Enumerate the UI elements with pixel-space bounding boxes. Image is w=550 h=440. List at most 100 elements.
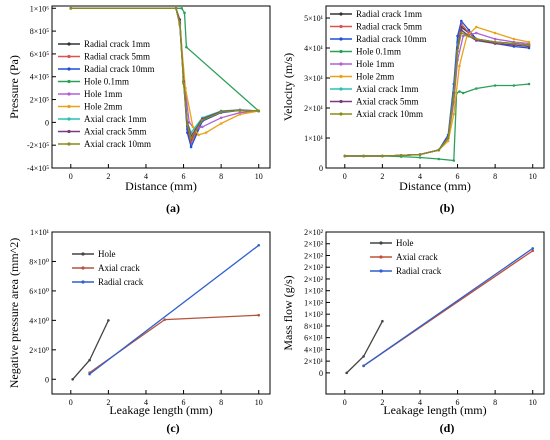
x-tick-label: 2 bbox=[380, 172, 384, 181]
x-tick-label: 0 bbox=[69, 172, 73, 181]
legend-marker bbox=[339, 24, 343, 29]
x-tick-label: 4 bbox=[144, 172, 148, 181]
legend-marker bbox=[67, 104, 71, 109]
data-point bbox=[493, 37, 497, 41]
data-point bbox=[189, 137, 193, 140]
data-point bbox=[437, 157, 441, 161]
y-axis-label: Negative pressure area (mm^2) bbox=[7, 238, 21, 389]
data-point bbox=[512, 84, 516, 87]
legend-label: Hole 0.1mm bbox=[356, 47, 401, 57]
data-point bbox=[257, 243, 261, 247]
data-point bbox=[180, 6, 183, 10]
y-tick-label: 1×10⁶ bbox=[30, 4, 50, 13]
x-axis-label: Leakage length (mm) bbox=[109, 403, 212, 417]
y-tick-label: 4×10¹ bbox=[304, 44, 324, 53]
legend-label: Radial crack 5mm bbox=[84, 52, 150, 62]
data-point bbox=[446, 136, 450, 140]
legend-label: Radial crack bbox=[98, 277, 144, 287]
data-point bbox=[88, 372, 91, 376]
x-tick-label: 8 bbox=[219, 398, 223, 407]
legend-marker bbox=[339, 62, 343, 66]
x-tick-label: 6 bbox=[456, 172, 460, 181]
y-tick-label: 1×10² bbox=[304, 310, 324, 319]
data-point bbox=[458, 90, 461, 93]
legend-label: Axial crack 10mm bbox=[356, 109, 423, 119]
data-point bbox=[183, 11, 186, 15]
legend-marker bbox=[339, 37, 343, 41]
y-tick-label: 0 bbox=[319, 369, 323, 378]
legend-label: Hole bbox=[98, 249, 116, 259]
plot-frame bbox=[325, 5, 545, 169]
y-tick-label: -4×10⁵ bbox=[27, 164, 49, 173]
chart-panel-3: 0 2 4 6 8 10 0 2×10⁰ 4×10⁰ 6×10⁰ 8×10⁰ 1×10¹ Leakage… bbox=[7, 228, 271, 435]
legend-marker bbox=[339, 12, 343, 16]
data-point bbox=[493, 31, 497, 35]
legend-marker bbox=[67, 67, 71, 71]
plot-frame bbox=[51, 231, 271, 395]
data-point bbox=[493, 84, 497, 87]
data-point bbox=[381, 154, 384, 158]
x-axis-label: Leakage length (mm) bbox=[383, 403, 486, 417]
legend-marker bbox=[379, 255, 383, 259]
data-point bbox=[345, 371, 348, 375]
data-point bbox=[418, 156, 422, 159]
series-line-9 bbox=[70, 7, 259, 140]
y-tick-label: 6×10⁰ bbox=[29, 287, 49, 296]
legend-label: Hole bbox=[396, 238, 414, 248]
y-tick-label: 0 bbox=[45, 118, 49, 127]
y-tick-label: 1×10¹ bbox=[30, 228, 50, 237]
legend-label: Radial crack 5mm bbox=[356, 22, 422, 32]
data-point bbox=[460, 31, 463, 35]
y-tick-label: 4×10⁰ bbox=[29, 316, 49, 325]
legend-label: Hole 2mm bbox=[84, 102, 122, 112]
data-point bbox=[185, 45, 188, 49]
y-tick-label: 1×10¹ bbox=[304, 134, 324, 143]
x-axis-label: Distance (mm) bbox=[125, 179, 197, 193]
panel-label: (c) bbox=[166, 421, 179, 435]
data-point bbox=[204, 131, 208, 134]
x-tick-label: 4 bbox=[418, 398, 422, 407]
x-tick-label: 0 bbox=[343, 398, 347, 407]
legend-label: Hole 0.1mm bbox=[84, 77, 129, 87]
data-point bbox=[493, 40, 497, 44]
data-point bbox=[187, 121, 191, 124]
y-tick-label: 2×10² bbox=[304, 263, 324, 272]
legend-label: Radial crack bbox=[396, 266, 442, 276]
data-point bbox=[257, 313, 261, 317]
y-tick-label: 5×10¹ bbox=[304, 14, 324, 23]
y-tick-label: 3×10¹ bbox=[304, 74, 324, 83]
data-point bbox=[418, 153, 422, 156]
chart-panel-2: 0 2 4 6 8 10 0 1×10¹ 2×10¹ 3×10¹ 4×10¹ 5×10¹ Distanc… bbox=[281, 5, 545, 215]
y-axis-label: Mass flow (g/s) bbox=[281, 275, 295, 350]
data-point bbox=[475, 31, 478, 35]
series-line-3 bbox=[363, 247, 534, 367]
data-point bbox=[186, 131, 189, 134]
y-tick-label: 2×10⁵ bbox=[30, 96, 50, 105]
legend-marker bbox=[81, 266, 85, 270]
y-tick-label: 2×10² bbox=[304, 251, 324, 260]
x-tick-label: 6 bbox=[456, 398, 460, 407]
y-tick-label: 0 bbox=[45, 375, 49, 384]
legend-marker bbox=[379, 269, 383, 273]
legend-label: Axial crack 5mm bbox=[84, 127, 146, 137]
x-tick-label: 2 bbox=[380, 398, 384, 407]
y-tick-label: 0 bbox=[319, 164, 323, 173]
data-point bbox=[381, 319, 384, 323]
data-point bbox=[189, 145, 193, 149]
y-tick-label: 6×10¹ bbox=[304, 334, 324, 343]
legend-marker bbox=[67, 79, 71, 84]
x-tick-label: 10 bbox=[529, 398, 537, 407]
y-tick-label: 2×10² bbox=[304, 228, 324, 237]
data-point bbox=[531, 247, 535, 250]
data-point bbox=[452, 94, 456, 98]
y-tick-label: 2×10² bbox=[304, 240, 324, 249]
legend-marker bbox=[67, 117, 71, 121]
data-point bbox=[437, 148, 441, 152]
data-point bbox=[527, 40, 531, 44]
y-tick-label: 8×10⁰ bbox=[29, 257, 49, 266]
y-tick-label: 2×10¹ bbox=[304, 357, 324, 366]
panel-label: (b) bbox=[440, 201, 455, 215]
data-point bbox=[460, 19, 463, 23]
y-axis-label: Pressure (Pa) bbox=[7, 55, 21, 119]
